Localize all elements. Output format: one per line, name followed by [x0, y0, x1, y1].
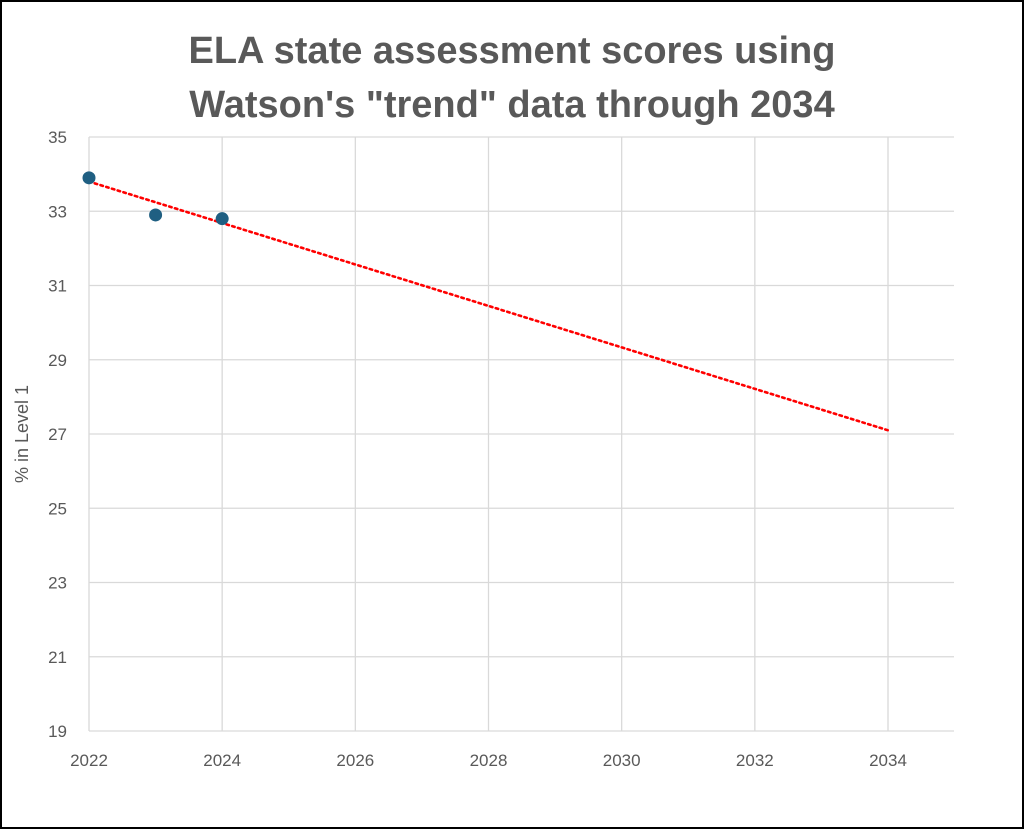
y-axis-title: % in Level 1 — [12, 385, 32, 483]
x-tick-labels: 2022 2024 2026 2028 2030 2032 2034 — [70, 751, 907, 770]
y-tick-labels: 19 21 23 25 27 29 31 33 35 — [48, 128, 67, 741]
x-tick-label: 2032 — [736, 751, 774, 770]
grid-lines — [88, 136, 954, 732]
chart-title-line-2: Watson's "trend" data through 2034 — [189, 84, 835, 126]
y-tick-label: 25 — [48, 499, 67, 518]
x-tick-label: 2026 — [336, 751, 374, 770]
x-tick-label: 2030 — [603, 751, 641, 770]
x-tick-label: 2024 — [203, 751, 241, 770]
chart-title-line-1: ELA state assessment scores using — [188, 30, 836, 72]
y-tick-label: 33 — [48, 202, 67, 221]
y-tick-label: 19 — [48, 722, 67, 741]
y-tick-label: 29 — [48, 351, 67, 370]
x-tick-label: 2034 — [869, 751, 907, 770]
y-tick-label: 27 — [48, 425, 67, 444]
y-tick-label: 21 — [48, 648, 67, 667]
y-tick-label: 31 — [48, 277, 67, 296]
data-point — [82, 171, 96, 185]
data-point — [215, 212, 229, 226]
y-tick-label: 23 — [48, 574, 67, 593]
data-points — [82, 171, 229, 226]
data-point — [149, 208, 163, 222]
x-tick-label: 2028 — [470, 751, 508, 770]
chart-title: ELA state assessment scores using Watson… — [0, 24, 1024, 132]
y-tick-label: 35 — [48, 128, 67, 147]
x-tick-label: 2022 — [70, 751, 108, 770]
